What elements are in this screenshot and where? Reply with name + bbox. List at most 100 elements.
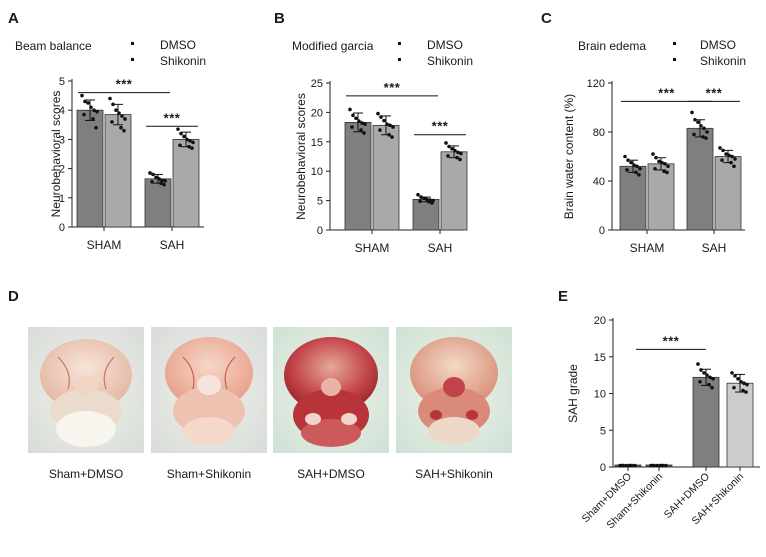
bar-dmso bbox=[144, 178, 172, 228]
legend-label-dmso: DMSO bbox=[700, 38, 736, 52]
bar-shikonin bbox=[172, 138, 200, 228]
data-point bbox=[732, 385, 736, 390]
data-point bbox=[385, 122, 389, 126]
brain-photo-sah-dmso bbox=[273, 327, 389, 453]
panel-label-a: A bbox=[8, 10, 19, 27]
data-point bbox=[350, 125, 354, 129]
data-point bbox=[458, 157, 462, 162]
chart-beam-balance: Beam balance DMSO Shikonin 0 1 2 3 4 5 Neurobehav… bbox=[15, 38, 206, 252]
data-point bbox=[732, 164, 736, 169]
data-point bbox=[629, 160, 633, 165]
data-point bbox=[95, 109, 99, 114]
legend-title: Modified garcia bbox=[292, 39, 374, 53]
significance-stars: *** bbox=[663, 333, 680, 348]
data-point bbox=[444, 141, 448, 145]
data-point bbox=[702, 371, 706, 375]
data-point bbox=[707, 382, 711, 387]
caption-sah-dmso: SAH+DMSO bbox=[297, 467, 365, 481]
data-point bbox=[351, 113, 355, 118]
data-point bbox=[657, 159, 661, 164]
data-point bbox=[360, 121, 364, 125]
data-point bbox=[635, 164, 639, 169]
bar bbox=[726, 382, 754, 468]
data-point bbox=[376, 111, 380, 116]
panel-label-e: E bbox=[558, 288, 568, 305]
data-point bbox=[148, 171, 152, 175]
data-point bbox=[419, 195, 423, 199]
y-tick-label: 15 bbox=[311, 137, 323, 149]
y-tick-label: 15 bbox=[594, 352, 606, 364]
data-point bbox=[741, 388, 745, 393]
data-point bbox=[390, 135, 394, 139]
data-point bbox=[620, 463, 624, 468]
brain-photo-sham-shikonin bbox=[151, 327, 267, 453]
x-tick-label: Sham+Shikonin bbox=[604, 471, 665, 532]
data-point bbox=[664, 463, 668, 468]
panel-label-d: D bbox=[8, 288, 19, 305]
legend-title: Beam balance bbox=[15, 39, 92, 53]
data-point bbox=[733, 157, 737, 161]
data-point bbox=[450, 147, 454, 151]
data-point bbox=[696, 120, 700, 124]
y-tick-label: 5 bbox=[317, 196, 323, 208]
data-point bbox=[94, 125, 98, 130]
data-point bbox=[108, 96, 112, 101]
data-point bbox=[182, 134, 186, 139]
legend-marker-shikonin bbox=[131, 58, 134, 61]
data-point bbox=[736, 377, 740, 381]
x-tick-label: SAH bbox=[160, 238, 185, 252]
bar-dmso bbox=[686, 127, 714, 231]
data-point bbox=[704, 136, 708, 140]
data-point bbox=[348, 107, 352, 112]
bar-dmso bbox=[344, 121, 372, 231]
data-point bbox=[119, 125, 123, 130]
bar-dmso bbox=[412, 199, 440, 231]
data-point bbox=[651, 463, 655, 468]
data-point bbox=[696, 362, 700, 366]
chart-brain-edema: Brain edema DMSO Shikonin 0 40 80 120 Brain wat… bbox=[562, 38, 746, 255]
data-point bbox=[663, 162, 667, 166]
data-point bbox=[83, 99, 87, 104]
y-tick-label: 25 bbox=[311, 78, 323, 90]
y-tick-label: 10 bbox=[311, 166, 323, 178]
x-tick-label: SHAM bbox=[630, 241, 665, 255]
x-tick-label: SHAM bbox=[87, 238, 122, 252]
y-tick-label: 0 bbox=[317, 225, 323, 237]
legend-marker-shikonin bbox=[398, 58, 401, 61]
y-tick-label: 3 bbox=[59, 134, 65, 146]
data-point bbox=[359, 128, 363, 132]
data-point bbox=[705, 373, 709, 377]
panel-label-c: C bbox=[541, 10, 552, 27]
significance-stars: *** bbox=[432, 119, 449, 134]
data-point bbox=[698, 379, 702, 384]
y-tick-label: 10 bbox=[594, 389, 606, 401]
data-point bbox=[163, 179, 167, 183]
y-tick-label: 4 bbox=[59, 105, 65, 117]
data-point bbox=[422, 196, 426, 201]
data-point bbox=[730, 154, 734, 159]
data-point bbox=[459, 151, 463, 156]
data-point bbox=[718, 146, 722, 150]
data-point bbox=[159, 181, 163, 185]
data-point bbox=[362, 131, 366, 135]
data-point bbox=[110, 120, 114, 124]
data-point bbox=[80, 93, 84, 98]
data-point bbox=[416, 192, 420, 197]
legend-label-dmso: DMSO bbox=[160, 38, 196, 52]
bar-shikonin bbox=[647, 163, 675, 231]
data-point bbox=[453, 148, 457, 153]
brain-photo-sham-dmso bbox=[28, 327, 144, 453]
legend-marker-dmso bbox=[131, 42, 134, 45]
data-point bbox=[708, 375, 712, 380]
significance-stars: *** bbox=[706, 85, 723, 100]
data-point bbox=[625, 168, 629, 172]
caption-sham-shikonin: Sham+Shikonin bbox=[167, 467, 251, 481]
data-point bbox=[191, 140, 195, 145]
data-point bbox=[660, 463, 664, 468]
data-point bbox=[665, 170, 669, 175]
y-tick-label: 80 bbox=[593, 127, 605, 139]
y-axis-label: Brain water content (%) bbox=[562, 94, 576, 219]
y-tick-label: 120 bbox=[587, 78, 605, 90]
legend-marker-shikonin bbox=[673, 58, 676, 61]
